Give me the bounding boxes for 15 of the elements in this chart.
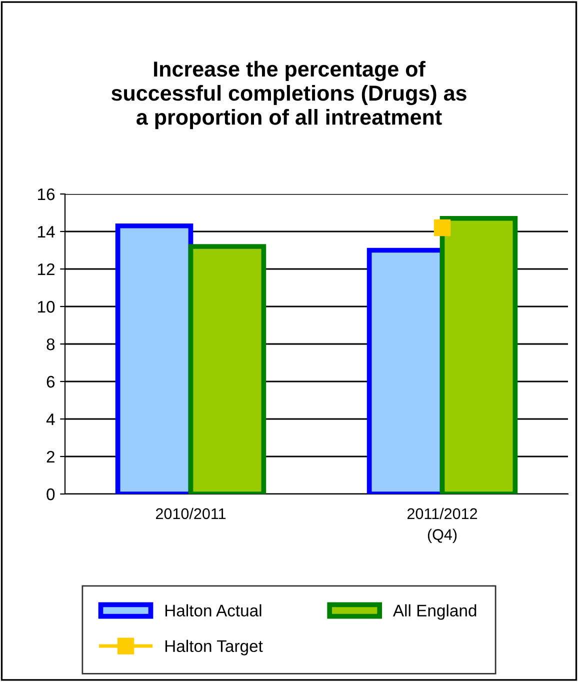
y-tick-label: 16 — [38, 188, 55, 200]
y-tick-label: 8 — [46, 338, 55, 350]
y-tick-label: 10 — [38, 300, 55, 313]
y-tick-label: 12 — [38, 263, 54, 276]
y-tick-label: 14 — [38, 226, 55, 238]
chart-title: Increase the percentage of successful completions (Drugs) as a proportion of all intreatment — [112, 60, 466, 130]
x-tick-label: 2011/2012 (Q4) — [407, 508, 478, 544]
legend-label: Halton Target — [165, 640, 263, 656]
y-tick-label: 0 — [46, 488, 55, 500]
y-tick-label: 2 — [46, 450, 54, 463]
x-tick-label: 2010/2011 — [156, 508, 226, 520]
legend-label: All England — [392, 604, 476, 620]
y-tick-label: 4 — [46, 414, 55, 426]
legend-label: Halton Actual — [165, 604, 262, 617]
y-tick-label: 6 — [46, 376, 55, 388]
